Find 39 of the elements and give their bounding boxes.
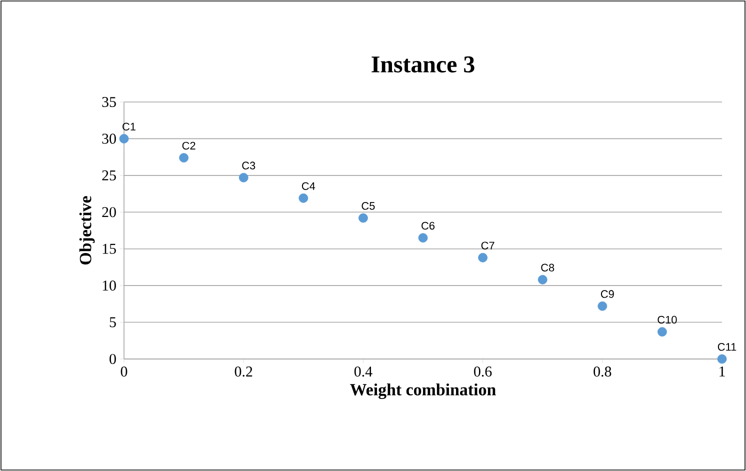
y-tick-label: 25 [102,170,116,180]
point [358,213,368,223]
point [418,233,428,243]
y-tick-label: 20 [102,207,116,218]
annotation: C6 [422,222,435,230]
x-tick-label: 0.8 [594,366,612,377]
point [238,172,248,182]
annotation: C1 [122,122,136,131]
annotation: C8 [541,264,554,272]
y-tick-label: 5 [110,317,116,328]
annotation: C9 [600,290,614,298]
annotation: C5 [362,202,375,210]
point [717,354,727,364]
point [658,327,667,337]
x-tick-label: 0.6 [474,366,492,377]
x-tick-label: 0 [120,366,128,377]
point [478,252,488,262]
y-tick-label: 10 [102,280,116,291]
y-tick-label: 35 [102,96,116,107]
chart-title: Instance 3 [372,56,474,72]
y-tick-label: 0 [110,354,116,364]
annotation: C2 [182,142,196,150]
annotation: C10 [658,316,677,324]
point [538,274,548,284]
y-axis-title: Objective [79,196,95,264]
y-tick-label: 15 [102,244,116,254]
annotation: C7 [481,242,494,250]
y-tick-label: 30 [102,134,116,144]
x-tick-label: 0.2 [234,366,252,377]
x-tick-label: 1 [720,366,725,376]
x-axis-title: Weight combination [350,383,496,399]
annotation: C3 [242,162,256,170]
point [298,193,308,203]
point [179,153,189,162]
point [119,134,129,144]
x-tick-label: 0.4 [354,366,372,377]
annotation: C11 [718,343,736,351]
point [598,301,608,311]
annotation: C4 [302,182,316,190]
